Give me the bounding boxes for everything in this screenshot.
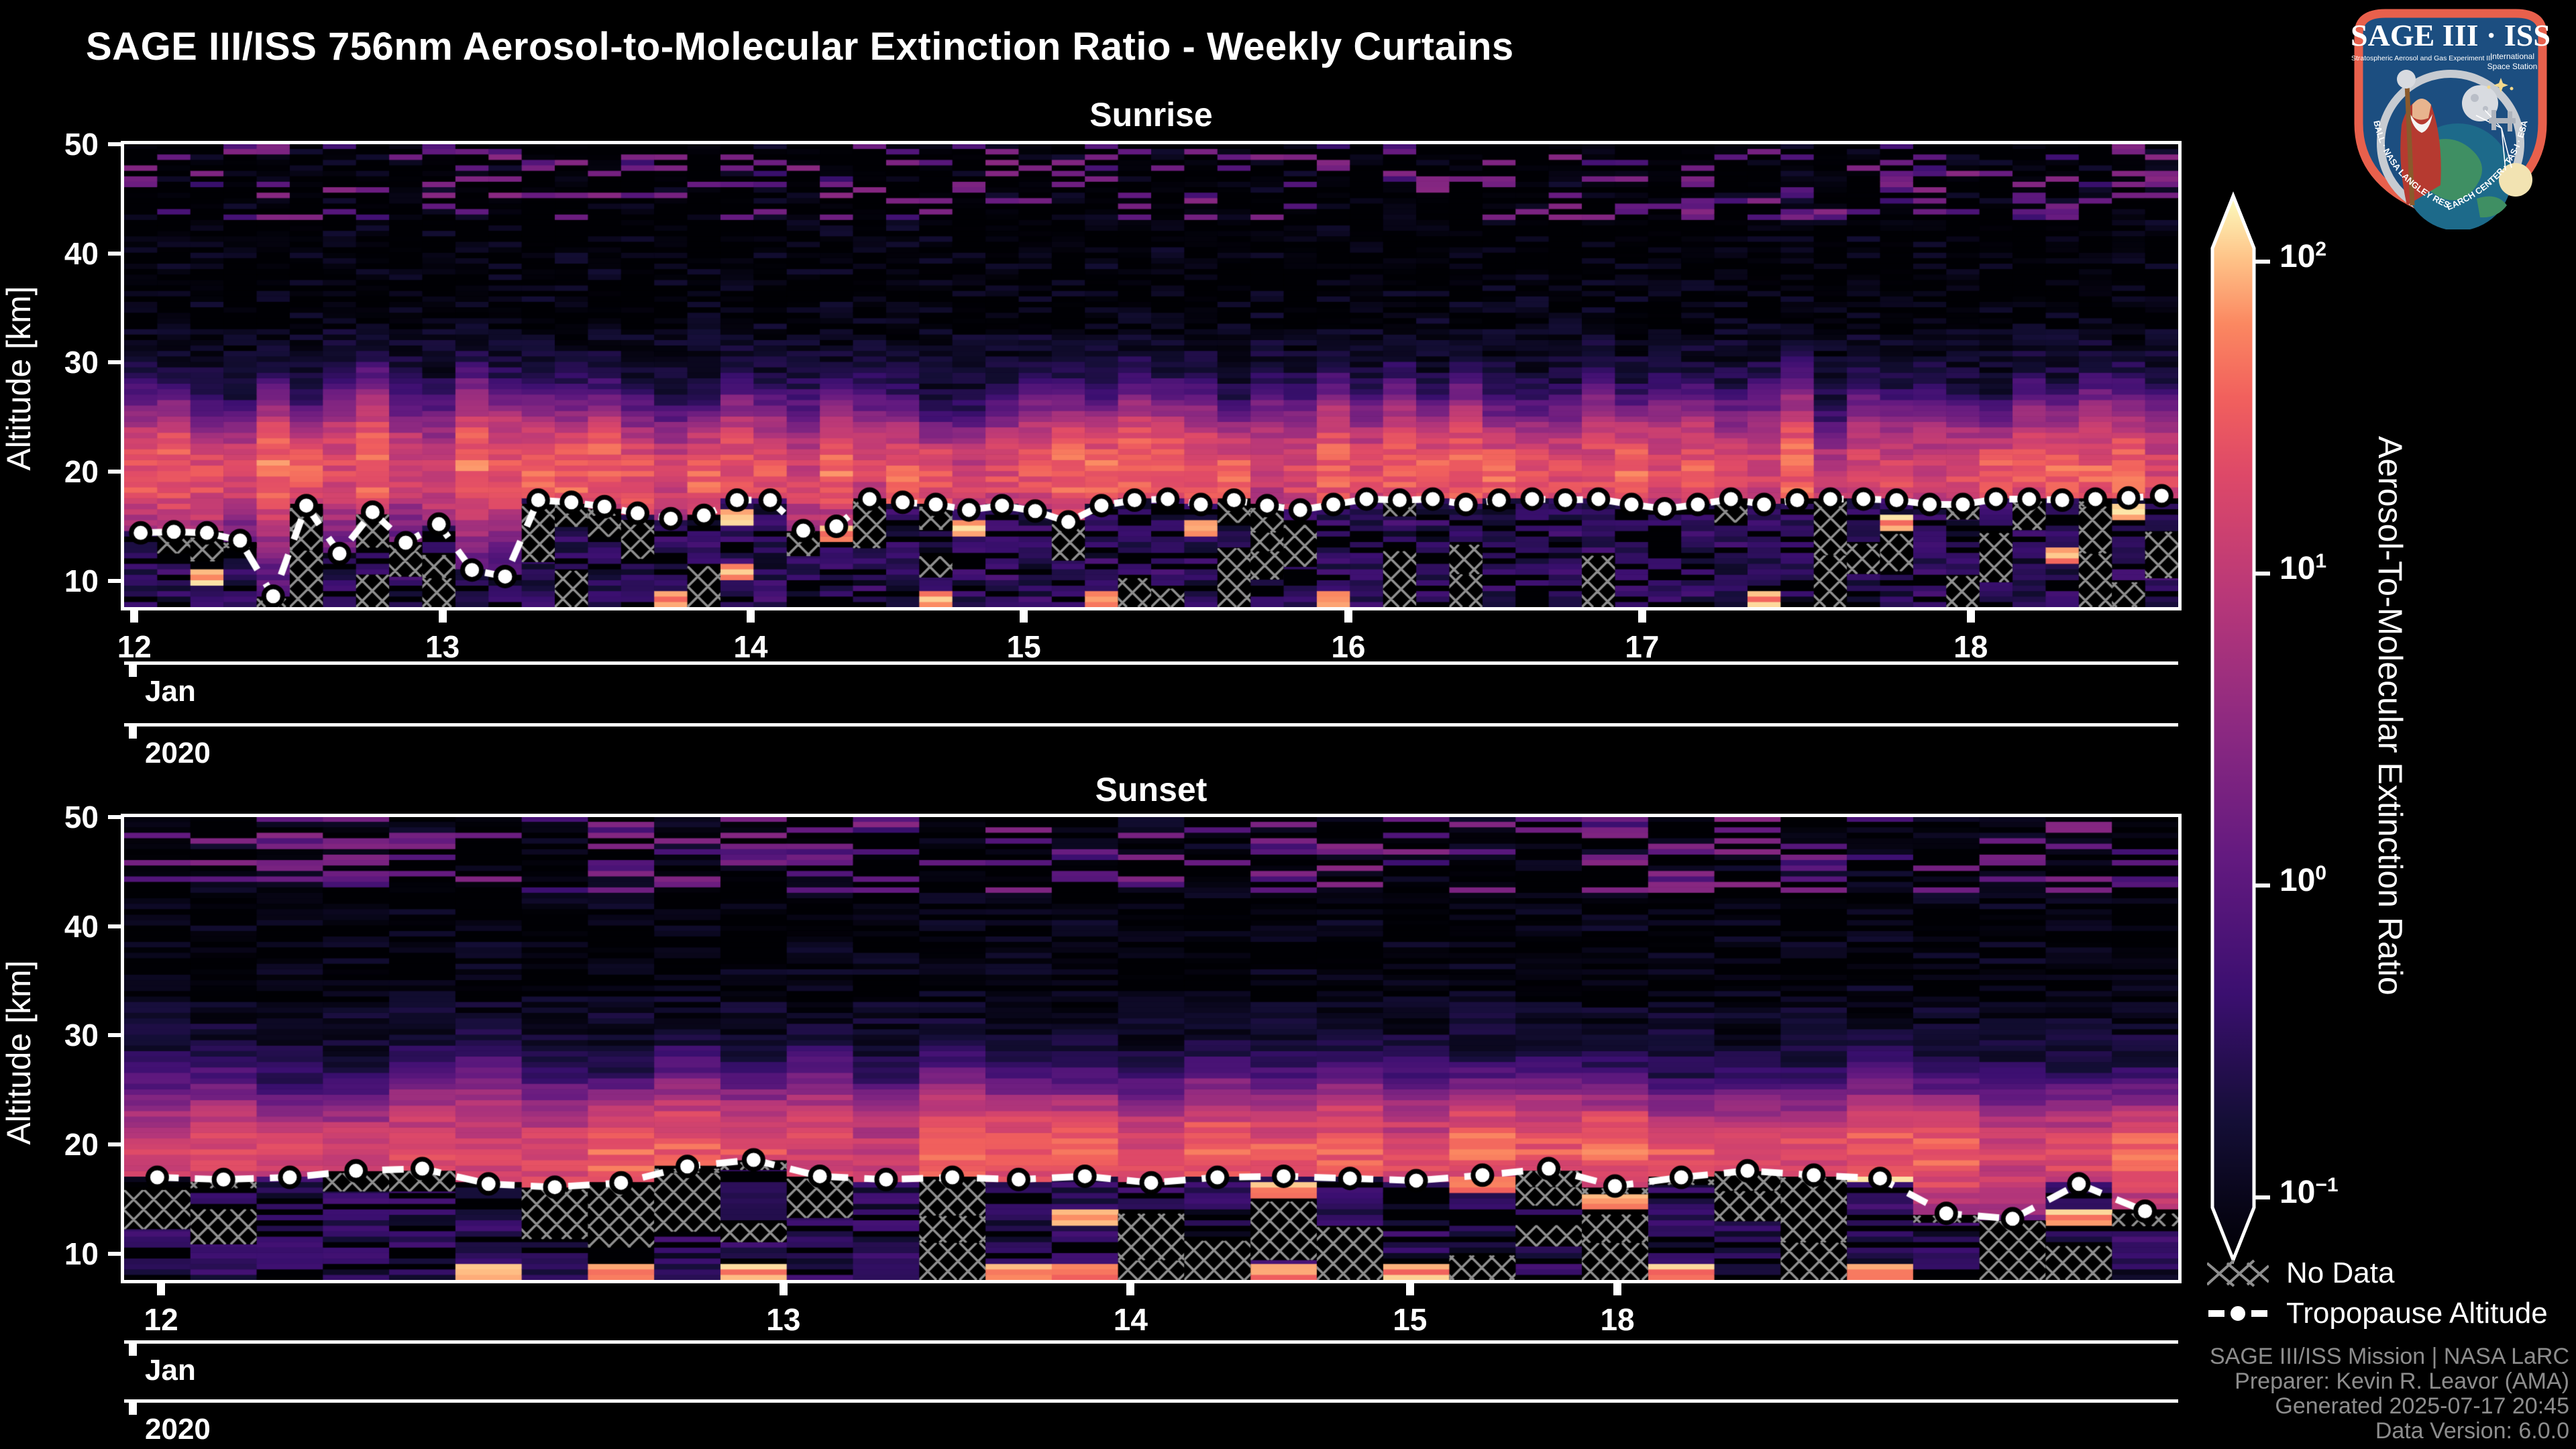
y-tick-label: 10 (64, 1236, 99, 1271)
y-tick-mark (108, 1251, 123, 1256)
attribution-version: Data Version: 6.0.0 (2375, 1418, 2569, 1444)
no-data-hatch-icon (2207, 1259, 2269, 1287)
y-tick-label: 30 (64, 1018, 99, 1053)
x-tick-mark (746, 610, 755, 623)
logo-title: SAGE III · ISS (2351, 18, 2551, 52)
x-tick-label: 15 (1393, 1302, 1428, 1337)
legend-no-data: No Data (2207, 1256, 2394, 1291)
sunrise-month-axis-tick (129, 665, 137, 677)
logo-subtitle-left: Stratospheric Aerosol and Gas Experiment… (2351, 54, 2492, 62)
sunset-panel-title: Sunset (1095, 771, 1208, 808)
x-tick-label: 17 (1625, 629, 1660, 664)
x-tick-label: 18 (1600, 1302, 1635, 1337)
x-tick-mark (1966, 610, 1975, 623)
y-tick-mark (108, 1142, 123, 1147)
colorbar-tick-100: 102 (2279, 238, 2327, 274)
logo-moon (2462, 85, 2498, 121)
y-tick-mark (108, 815, 123, 819)
legend-tropopause: Tropopause Altitude (2207, 1296, 2548, 1331)
logo-subtitle-right-1: International (2490, 52, 2534, 61)
x-tick-mark (1638, 610, 1646, 623)
y-tick-label: 20 (64, 454, 99, 490)
y-tick-mark (108, 578, 123, 583)
x-tick-mark (130, 610, 139, 623)
x-tick-mark (438, 610, 447, 623)
y-tick-mark (108, 360, 123, 365)
sunrise-month-axis-line (124, 661, 2178, 665)
attribution-preparer: Preparer: Kevin R. Leavor (AMA) (2235, 1368, 2569, 1394)
y-tick-mark (108, 924, 123, 928)
x-tick-label: 16 (1331, 629, 1366, 664)
logo-moon-crater (2471, 94, 2479, 102)
x-tick-mark (1020, 610, 1028, 623)
colorbar-bar (2210, 191, 2256, 1265)
x-tick-label: 14 (1113, 1302, 1148, 1337)
iss-icon (2489, 110, 2516, 131)
y-tick-label: 30 (64, 345, 99, 380)
x-tick-mark (157, 1283, 166, 1295)
x-tick-mark (1613, 1283, 1622, 1295)
x-tick-mark (1405, 1283, 1414, 1295)
sunrise-panel-title: Sunrise (1089, 96, 1213, 133)
attribution-generated: Generated 2025-07-17 20:45 (2275, 1393, 2569, 1419)
x-tick-label: 15 (1006, 629, 1041, 664)
logo-subtitle-right-2: Space Station (2487, 62, 2538, 71)
y-tick-label: 10 (64, 563, 99, 598)
y-tick-mark (108, 470, 123, 474)
sunset-month-label: Jan (145, 1354, 196, 1387)
sunset-plot (121, 814, 2182, 1283)
colorbar-tick-marks (2255, 260, 2270, 1199)
sunset-year-axis-line (124, 1399, 2178, 1403)
colorbar-tick-10: 101 (2279, 550, 2327, 586)
sunrise-plot (121, 141, 2182, 610)
attribution-mission: SAGE III/ISS Mission | NASA LaRC (2209, 1344, 2569, 1369)
logo-moon-crater (2483, 106, 2488, 111)
sunrise-year-axis-tick (129, 727, 137, 739)
y-tick-label: 50 (64, 127, 99, 162)
sunset-year-label: 2020 (145, 1413, 211, 1446)
x-tick-mark (1126, 1283, 1135, 1295)
logo-sun (2499, 163, 2532, 197)
y-tick-mark (108, 1033, 123, 1038)
colorbar (2210, 191, 2270, 1265)
y-tick-label: 50 (64, 800, 99, 835)
x-tick-label: 12 (117, 629, 152, 664)
sunset-month-axis-line (124, 1340, 2178, 1344)
sunrise-heatmap-canvas (124, 144, 2178, 607)
mission-patch-logo: BALL · NASA LANGLEY RESEARCH CENTER · TA… (2351, 9, 2551, 229)
sunrise-month-label: Jan (145, 675, 196, 708)
y-tick-label: 40 (64, 235, 99, 271)
logo-earth-land2 (2477, 196, 2507, 218)
attribution-block: SAGE III/ISS Mission | NASA LaRC Prepare… (1966, 1344, 2569, 1444)
y-tick-mark (108, 251, 123, 256)
x-tick-mark (1344, 610, 1352, 623)
x-tick-label: 13 (425, 629, 460, 664)
legend-tropopause-label: Tropopause Altitude (2286, 1297, 2548, 1330)
logo-figure (2397, 70, 2441, 206)
page-title: SAGE III/ISS 756nm Aerosol-to-Molecular … (86, 25, 1514, 68)
colorbar-tick-1: 100 (2279, 862, 2327, 898)
sunset-heatmap-canvas (124, 817, 2178, 1280)
colorbar-axis-label: Aerosol-To-Molecular Extinction Ratio (2371, 436, 2409, 996)
logo-stars (2487, 78, 2514, 93)
sunset-month-axis-tick (129, 1344, 137, 1356)
x-tick-label: 14 (733, 629, 768, 664)
y-tick-mark (108, 142, 123, 146)
sunrise-year-label: 2020 (145, 737, 211, 769)
legend-no-data-label: No Data (2286, 1256, 2395, 1289)
tropopause-line-icon (2208, 1303, 2267, 1324)
x-tick-label: 18 (1953, 629, 1988, 664)
y-tick-label: 40 (64, 908, 99, 944)
x-tick-label: 13 (766, 1302, 801, 1337)
sunrise-year-axis-line (124, 723, 2178, 727)
x-tick-mark (779, 1283, 788, 1295)
y-tick-label: 20 (64, 1127, 99, 1163)
sunset-year-axis-tick (129, 1403, 137, 1415)
x-tick-label: 12 (144, 1302, 178, 1337)
colorbar-tick-0p1: 10−1 (2279, 1174, 2339, 1210)
